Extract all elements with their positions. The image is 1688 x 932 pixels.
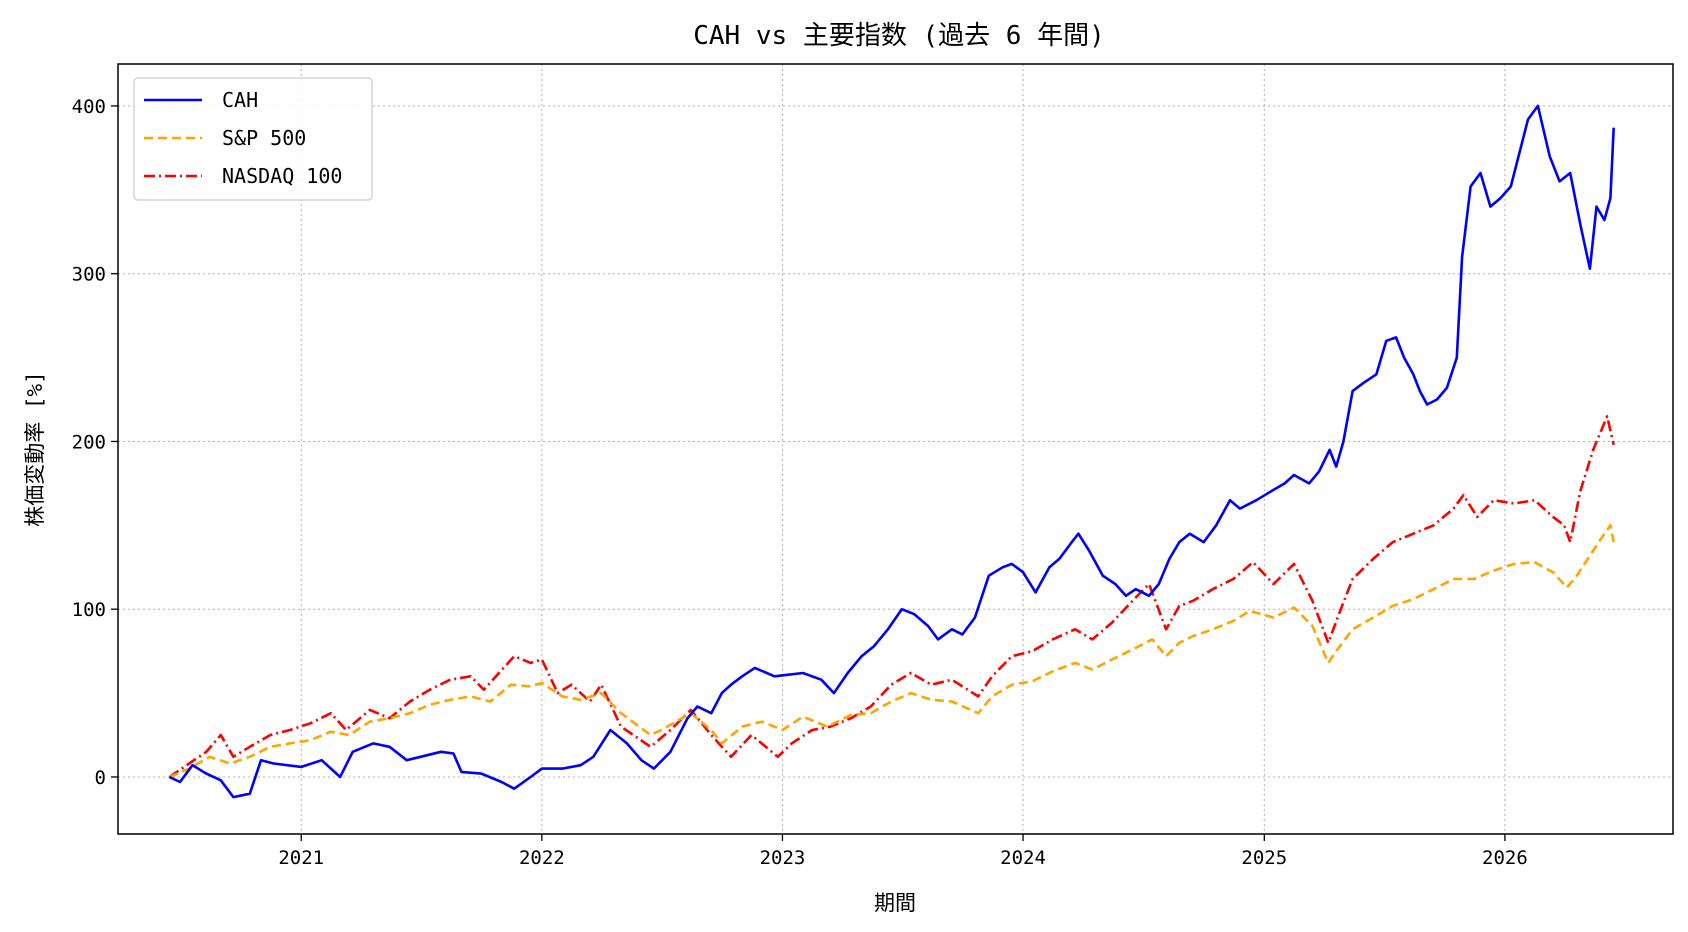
y-tick-label: 100: [72, 599, 106, 621]
series-line-cah: [168, 104, 1615, 799]
x-tick-label: 2022: [519, 847, 565, 869]
legend-box: [133, 77, 373, 201]
x-axis: 2021 2022 2023 2024 2025 2026: [278, 834, 1528, 869]
legend-label: S&P 500: [222, 126, 306, 150]
x-tick-label: 2024: [1000, 847, 1046, 869]
plot-frame: [117, 63, 1674, 835]
plot-lines: [168, 104, 1615, 799]
legend-label: NASDAQ 100: [222, 164, 342, 188]
chart-title: CAH vs 主要指数 (過去 6 年間): [693, 21, 1105, 51]
y-axis-title: 株価変動率 [%]: [23, 371, 47, 527]
x-tick-label: 2026: [1482, 847, 1528, 869]
series-line-s-p-500: [168, 524, 1615, 779]
x-tick-label: 2021: [278, 847, 324, 869]
legend-label: CAH: [222, 88, 258, 112]
x-tick-label: 2023: [760, 847, 806, 869]
grid: [118, 64, 1673, 834]
y-tick-label: 300: [72, 264, 106, 286]
x-tick-label: 2025: [1241, 847, 1287, 869]
series-line-nasdaq-100: [168, 415, 1615, 779]
y-tick-label: 400: [72, 96, 106, 118]
x-axis-title: 期間: [874, 891, 916, 915]
y-tick-label: 0: [95, 767, 106, 789]
y-tick-label: 200: [72, 431, 106, 453]
legend: CAH S&P 500 NASDAQ 100: [133, 77, 373, 201]
y-axis: 0 100 200 300 400: [72, 96, 118, 789]
